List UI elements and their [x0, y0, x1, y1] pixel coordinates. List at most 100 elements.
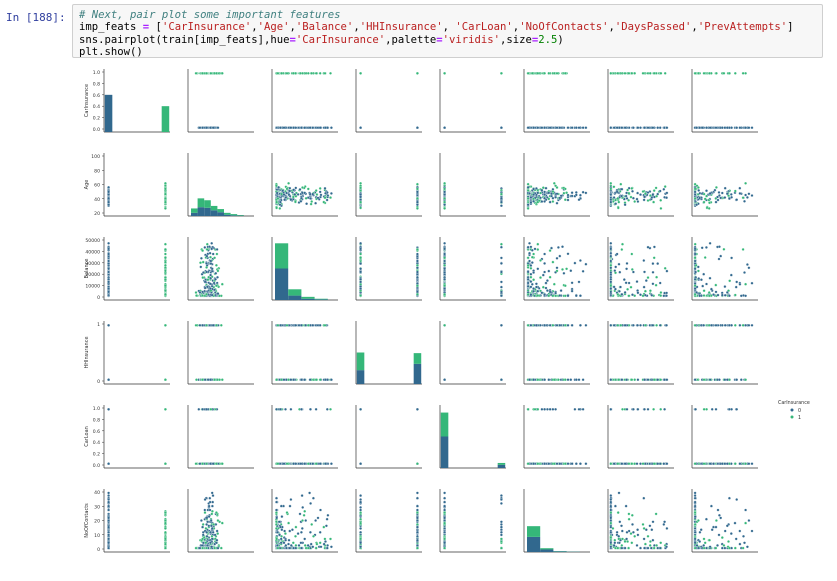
scatter-point	[443, 284, 447, 288]
scatter-point	[288, 189, 292, 193]
scatter-point	[210, 293, 214, 297]
scatter-point	[566, 294, 570, 298]
scatter-point	[415, 200, 419, 204]
code-token: ,size	[500, 33, 532, 46]
scatter-point	[526, 281, 530, 285]
code-token: 'HHInsurance'	[359, 21, 443, 34]
y-tick-label: 0.2	[93, 116, 100, 122]
scatter-point	[719, 196, 723, 200]
scatter-point	[584, 262, 588, 266]
scatter-point	[646, 276, 650, 280]
scatter-point	[163, 278, 167, 282]
hist-bar-class-1	[161, 106, 170, 132]
scatter-point	[539, 276, 542, 280]
scatter-point	[735, 126, 739, 130]
scatter-point	[203, 280, 207, 284]
scatter-point	[530, 282, 534, 286]
scatter-point	[716, 198, 720, 202]
scatter-point	[443, 190, 447, 194]
scatter-point	[415, 203, 419, 207]
scatter-point	[443, 206, 447, 210]
subplot-CarInsurance-vs-Age	[187, 69, 254, 133]
scatter-point	[532, 197, 536, 201]
scatter-point	[651, 282, 655, 286]
scatter-point	[314, 71, 318, 75]
code-token: ,	[512, 21, 520, 34]
scatter-point	[194, 71, 198, 75]
scatter-point	[107, 190, 111, 194]
hist-bar-class-0	[204, 207, 211, 216]
scatter-point	[539, 196, 542, 200]
scatter-point	[550, 246, 553, 250]
scatter-point	[548, 249, 552, 253]
scatter-point	[630, 252, 634, 256]
hist-bar-class-1	[288, 289, 302, 296]
scatter-point	[584, 126, 588, 130]
scatter-point	[526, 206, 530, 210]
scatter-point	[305, 202, 309, 206]
scatter-point	[617, 289, 621, 293]
scatter-point	[329, 126, 333, 130]
scatter-point	[747, 192, 751, 196]
scatter-point	[532, 126, 536, 130]
scatter-point	[707, 198, 711, 202]
scatter-point	[415, 182, 419, 186]
scatter-point	[209, 262, 213, 266]
scatter-point	[163, 242, 167, 246]
scatter-point	[544, 186, 548, 190]
scatter-point	[275, 200, 279, 204]
scatter-point	[651, 126, 655, 130]
scatter-point	[277, 185, 281, 189]
scatter-point	[292, 126, 296, 130]
scatter-point	[289, 198, 293, 202]
cell-output: 1.0 0.8 0.6 0.4 0.2 0.0 CarInsurance 100 80 60 40 2…	[84, 64, 821, 578]
scatter-point	[750, 194, 754, 197]
scatter-point	[314, 189, 318, 193]
scatter-point	[415, 247, 419, 251]
scatter-point	[693, 187, 697, 191]
scatter-point	[163, 252, 167, 256]
scatter-point	[281, 189, 285, 193]
scatter-point	[547, 294, 551, 298]
scatter-point	[359, 193, 363, 197]
scatter-point	[205, 270, 209, 274]
scatter-point	[163, 260, 167, 264]
scatter-point	[629, 195, 633, 199]
scatter-point	[316, 196, 320, 200]
code-token: =	[531, 33, 539, 46]
scatter-point	[652, 71, 656, 75]
scatter-point	[415, 292, 419, 296]
code-editor[interactable]: # Next, pair plot some important feature…	[79, 9, 794, 59]
scatter-point	[643, 126, 646, 130]
scatter-point	[698, 196, 702, 200]
scatter-point	[555, 269, 559, 273]
scatter-point	[532, 278, 536, 282]
scatter-point	[211, 126, 215, 130]
scatter-point	[644, 279, 648, 283]
scatter-point	[717, 190, 721, 194]
subplot-Balance-vs-CarInsurance	[103, 237, 170, 301]
scatter-point	[551, 200, 555, 203]
code-cell-input[interactable]: # Next, pair plot some important feature…	[72, 4, 823, 58]
scatter-point	[609, 251, 613, 255]
scatter-point	[609, 263, 613, 267]
scatter-point	[547, 269, 551, 273]
subplot-CarInsurance-vs-NoOfContacts	[523, 69, 590, 133]
scatter-point	[744, 71, 748, 75]
scatter-point	[287, 193, 291, 197]
scatter-point	[705, 126, 708, 130]
scatter-point	[720, 126, 724, 130]
scatter-point	[646, 191, 650, 194]
scatter-point	[499, 196, 503, 200]
scatter-point	[536, 289, 540, 293]
code-token: ,	[251, 21, 258, 34]
scatter-point	[548, 200, 552, 204]
scatter-point	[201, 276, 205, 280]
scatter-point	[618, 270, 622, 274]
scatter-point	[359, 270, 363, 274]
scatter-point	[563, 187, 567, 191]
scatter-point	[548, 275, 552, 279]
scatter-point	[536, 200, 540, 204]
scatter-point	[210, 241, 214, 245]
scatter-point	[566, 198, 570, 202]
